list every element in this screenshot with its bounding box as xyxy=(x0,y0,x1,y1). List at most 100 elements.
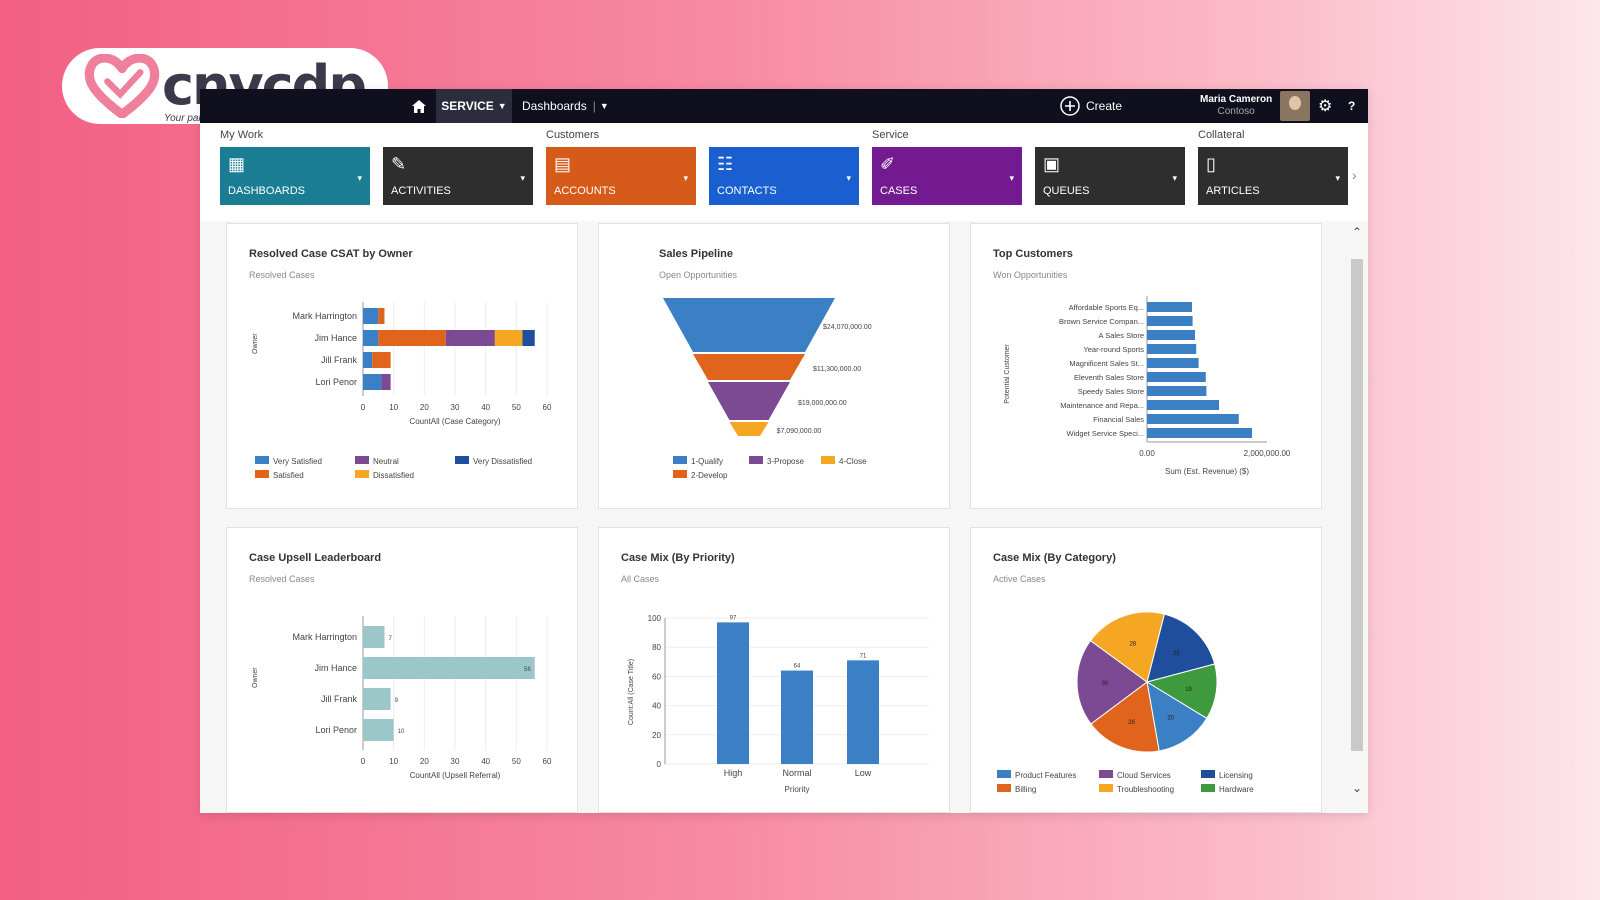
y-axis-label: Owner xyxy=(252,333,259,354)
bar-segment xyxy=(494,330,523,346)
chevron-down-icon[interactable]: ▾ xyxy=(846,173,851,183)
avatar[interactable] xyxy=(1280,91,1310,121)
legend-entry: Cloud Services xyxy=(1117,771,1171,780)
bar xyxy=(1147,428,1252,438)
dashboards-menu[interactable]: Dashboards | ▼ xyxy=(522,89,609,123)
data-label: 7 xyxy=(388,636,392,642)
tile-label: DASHBOARDS xyxy=(228,185,306,197)
service-tab-label: SERVICE xyxy=(441,99,494,113)
tile-activities[interactable]: ✎ ACTIVITIES ▾ xyxy=(383,147,533,205)
chart-panel-upsell: Case Upsell Leaderboard Resolved Cases 0… xyxy=(226,527,578,813)
chevron-down-icon[interactable]: ▾ xyxy=(357,173,362,183)
category-label: Jill Frank xyxy=(321,694,358,704)
bar-segment xyxy=(378,308,385,324)
scroll-up-icon[interactable]: ⌃ xyxy=(1351,225,1363,239)
chevron-right-icon[interactable]: › xyxy=(1352,167,1357,183)
chart-svg: 0 20 40 60 80 100 97 High 64 Normal 71 Low Count:All… xyxy=(628,614,929,794)
home-icon xyxy=(412,99,426,113)
category-label: Lori Penor xyxy=(315,377,357,387)
tick-label: 0.00 xyxy=(1139,449,1155,458)
x-axis-label: Sum (Est. Revenue) ($) xyxy=(1165,467,1249,476)
legend-entry: 3-Propose xyxy=(767,457,804,466)
top-navigation-bar: SERVICE ▼ Dashboards | ▼ Create Maria Cam… xyxy=(200,89,1368,123)
bar xyxy=(1147,414,1239,424)
chart-panel-category: Case Mix (By Category) Active Cases 25 19… xyxy=(970,527,1322,813)
legend-swatch xyxy=(673,456,687,464)
bar-segment xyxy=(378,330,446,346)
data-label: 19 xyxy=(1185,687,1192,693)
tile-label: ACCOUNTS xyxy=(554,185,616,197)
pie-slice xyxy=(1090,681,1160,753)
legend-entry: Very Satisfied xyxy=(273,457,322,466)
service-tab[interactable]: SERVICE ▼ xyxy=(436,89,512,123)
chart-title: Top Customers xyxy=(993,248,1073,260)
bar xyxy=(717,622,749,764)
scrollbar-thumb[interactable] xyxy=(1351,259,1363,751)
settings-button[interactable]: ⚙ xyxy=(1318,89,1332,123)
category-label: Lori Penor xyxy=(315,725,357,735)
category-label: Jim Hance xyxy=(314,333,357,343)
user-name: Maria Cameron xyxy=(1200,94,1273,105)
category-label: Brown Service Compan... xyxy=(1059,317,1144,326)
chart-svg: $24,070,000.00 $11,300,000.00 $19,000,000.… xyxy=(663,298,872,480)
tick-label: 30 xyxy=(451,403,460,412)
chart-title: Resolved Case CSAT by Owner xyxy=(249,248,413,260)
pie-slice xyxy=(1145,663,1218,720)
data-label: 64 xyxy=(794,664,801,670)
tick-label: 80 xyxy=(652,643,661,652)
pie-slice xyxy=(1146,680,1208,752)
bar-segment xyxy=(363,352,373,368)
chevron-down-icon[interactable]: ▾ xyxy=(1172,173,1177,183)
tick-label: 20 xyxy=(652,731,661,740)
tick-label: 100 xyxy=(648,614,662,623)
scroll-down-icon[interactable]: ⌄ xyxy=(1351,781,1363,795)
activities-icon: ✎ xyxy=(391,154,407,174)
category-label: Jim Hance xyxy=(314,663,357,673)
tile-dashboards[interactable]: ▦ DASHBOARDS ▾ xyxy=(220,147,370,205)
bar xyxy=(1147,386,1207,396)
bar-segment xyxy=(363,308,379,324)
legend-swatch xyxy=(355,456,369,464)
data-label: 25 xyxy=(1173,651,1180,657)
tile-label: ACTIVITIES xyxy=(391,185,451,197)
tick-label: 60 xyxy=(543,403,552,412)
category-label: Mark Harrington xyxy=(292,632,357,642)
tick-label: 40 xyxy=(652,702,661,711)
legend-swatch xyxy=(997,784,1011,792)
tile-contacts[interactable]: ☷ CONTACTS ▾ xyxy=(709,147,859,205)
tick-label: 0 xyxy=(361,403,366,412)
tile-label: CONTACTS xyxy=(717,185,777,197)
tile-articles[interactable]: ▯ ARTICLES ▾ xyxy=(1198,147,1348,205)
pie-slice xyxy=(1089,611,1165,683)
vertical-scrollbar[interactable]: ⌃ ⌄ xyxy=(1350,221,1364,801)
chevron-down-icon[interactable]: ▾ xyxy=(1335,173,1340,183)
help-button[interactable]: ? xyxy=(1348,89,1355,123)
chevron-down-icon[interactable]: ▾ xyxy=(520,173,525,183)
create-button[interactable]: Create xyxy=(1060,89,1122,123)
home-button[interactable] xyxy=(408,89,430,123)
legend-swatch xyxy=(455,456,469,464)
dashboards-menu-label: Dashboards xyxy=(522,99,587,113)
data-label: 20 xyxy=(1167,716,1174,722)
bar xyxy=(1147,330,1195,340)
bar-segment xyxy=(522,330,535,346)
category-label: Year-round Sports xyxy=(1083,345,1144,354)
bar xyxy=(1147,344,1197,354)
chevron-down-icon[interactable]: ▾ xyxy=(683,173,688,183)
bar xyxy=(1147,400,1219,410)
user-info[interactable]: Maria Cameron Contoso xyxy=(1200,89,1272,123)
legend-swatch xyxy=(1099,784,1113,792)
tick-label: 40 xyxy=(481,757,490,766)
chart-subtitle: Resolved Cases xyxy=(249,270,315,280)
legend-entry: Billing xyxy=(1015,785,1036,794)
chevron-down-icon[interactable]: ▾ xyxy=(1009,173,1014,183)
tile-cases[interactable]: ✐ CASES ▾ xyxy=(872,147,1022,205)
value-label: $11,300,000.00 xyxy=(813,366,861,373)
value-label: $7,090,000.00 xyxy=(777,428,822,435)
tile-queues[interactable]: ▣ QUEUES ▾ xyxy=(1035,147,1185,205)
tile-accounts[interactable]: ▤ ACCOUNTS ▾ xyxy=(546,147,696,205)
chart-title: Sales Pipeline xyxy=(659,248,733,260)
dashboard-area: Resolved Case CSAT by Owner Resolved Cas… xyxy=(200,221,1368,813)
legend-entry: 1-Qualify xyxy=(691,457,723,466)
category-label: Maintenance and Repa... xyxy=(1060,401,1144,410)
